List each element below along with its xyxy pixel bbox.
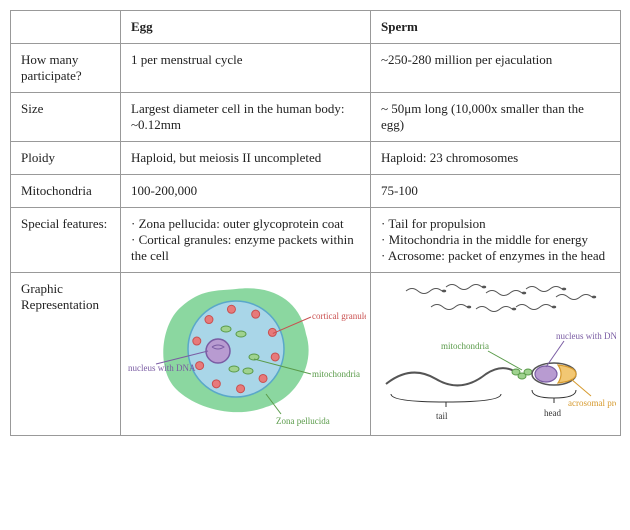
svg-text:tail: tail [436,411,448,421]
sperm-special-list: Tail for propulsionMitochondria in the m… [381,216,610,264]
list-item: Tail for propulsion [381,216,610,232]
cell-egg: Haploid, but meiosis II uncompleted [121,142,371,175]
row-label: Mitochondria [11,175,121,208]
svg-text:head: head [544,408,561,418]
row-special: Special features: Zona pellucida: outer … [11,208,621,273]
row-ploidy: Ploidy Haploid, but meiosis II uncomplet… [11,142,621,175]
list-item: Cortical granules: enzyme packets within… [131,232,360,264]
row-mitochondria: Mitochondria 100-200,000 75-100 [11,175,621,208]
svg-text:mitochondria: mitochondria [441,341,489,351]
comparison-table: Egg Sperm How many participate? 1 per me… [10,10,621,436]
header-blank [11,11,121,44]
row-label: How many participate? [11,44,121,93]
row-label: Graphic Representation [11,273,121,436]
list-item: Acrosome: packet of enzymes in the head [381,248,610,264]
cell-sperm: Haploid: 23 chromosomes [371,142,621,175]
cell-egg: Largest diameter cell in the human body:… [121,93,371,142]
list-item: Zona pellucida: outer glycoprotein coat [131,216,360,232]
row-graphic: Graphic Representation cortical granules… [11,273,621,436]
sperm-diagram: mitochondria nucleus with DNA acrosomal pr… [376,279,616,429]
cell-sperm: ~ 50μm long (10,000x smaller than the eg… [371,93,621,142]
list-item: Mitochondria in the middle for energy [381,232,610,248]
cell-sperm-special: Tail for propulsionMitochondria in the m… [371,208,621,273]
egg-graphic-cell: cortical granules nucleus with DNA mitocho… [121,273,371,436]
svg-text:acrosomal proteins: acrosomal proteins [568,398,616,408]
egg-diagram: cortical granules nucleus with DNA mitocho… [126,279,366,429]
cell-sperm: 75-100 [371,175,621,208]
header-sperm: Sperm [371,11,621,44]
row-label: Special features: [11,208,121,273]
cell-egg-special: Zona pellucida: outer glycoprotein coatC… [121,208,371,273]
row-label: Ploidy [11,142,121,175]
header-row: Egg Sperm [11,11,621,44]
row-size: Size Largest diameter cell in the human … [11,93,621,142]
header-egg: Egg [121,11,371,44]
cell-egg: 100-200,000 [121,175,371,208]
sperm-graphic-cell: mitochondria nucleus with DNA acrosomal pr… [371,273,621,436]
svg-text:nucleus with DNA: nucleus with DNA [556,331,616,341]
row-participate: How many participate? 1 per menstrual cy… [11,44,621,93]
row-label: Size [11,93,121,142]
egg-special-list: Zona pellucida: outer glycoprotein coatC… [131,216,360,264]
svg-text:Zona pellucida: Zona pellucida [276,416,330,426]
svg-text:cortical granules: cortical granules [312,311,366,321]
cell-sperm: ~250-280 million per ejaculation [371,44,621,93]
svg-text:mitochondria: mitochondria [312,369,360,379]
svg-text:nucleus with DNA: nucleus with DNA [128,363,196,373]
cell-egg: 1 per menstrual cycle [121,44,371,93]
